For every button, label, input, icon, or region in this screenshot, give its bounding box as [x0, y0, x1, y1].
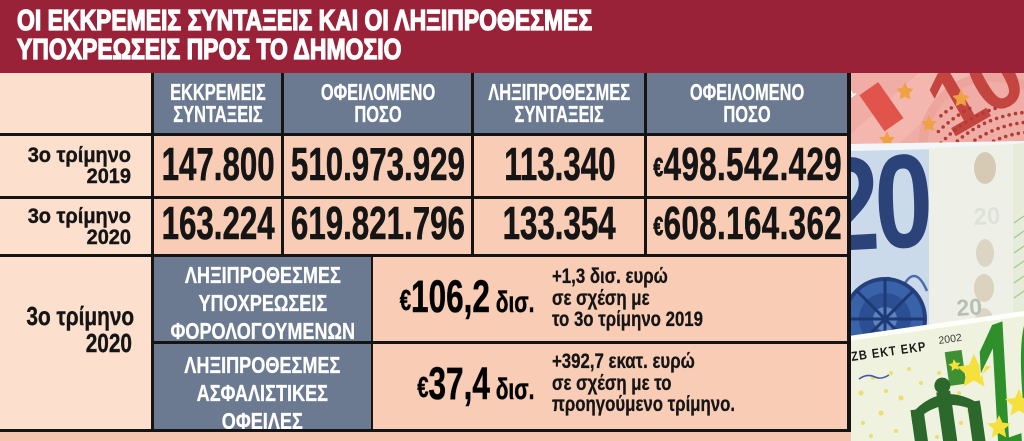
svg-text:20: 20 — [956, 293, 983, 321]
svg-text:20: 20 — [851, 127, 931, 281]
svg-text:1: 1 — [851, 83, 859, 102]
svg-text:20: 20 — [973, 203, 1001, 231]
svg-text:2002: 2002 — [938, 332, 963, 347]
